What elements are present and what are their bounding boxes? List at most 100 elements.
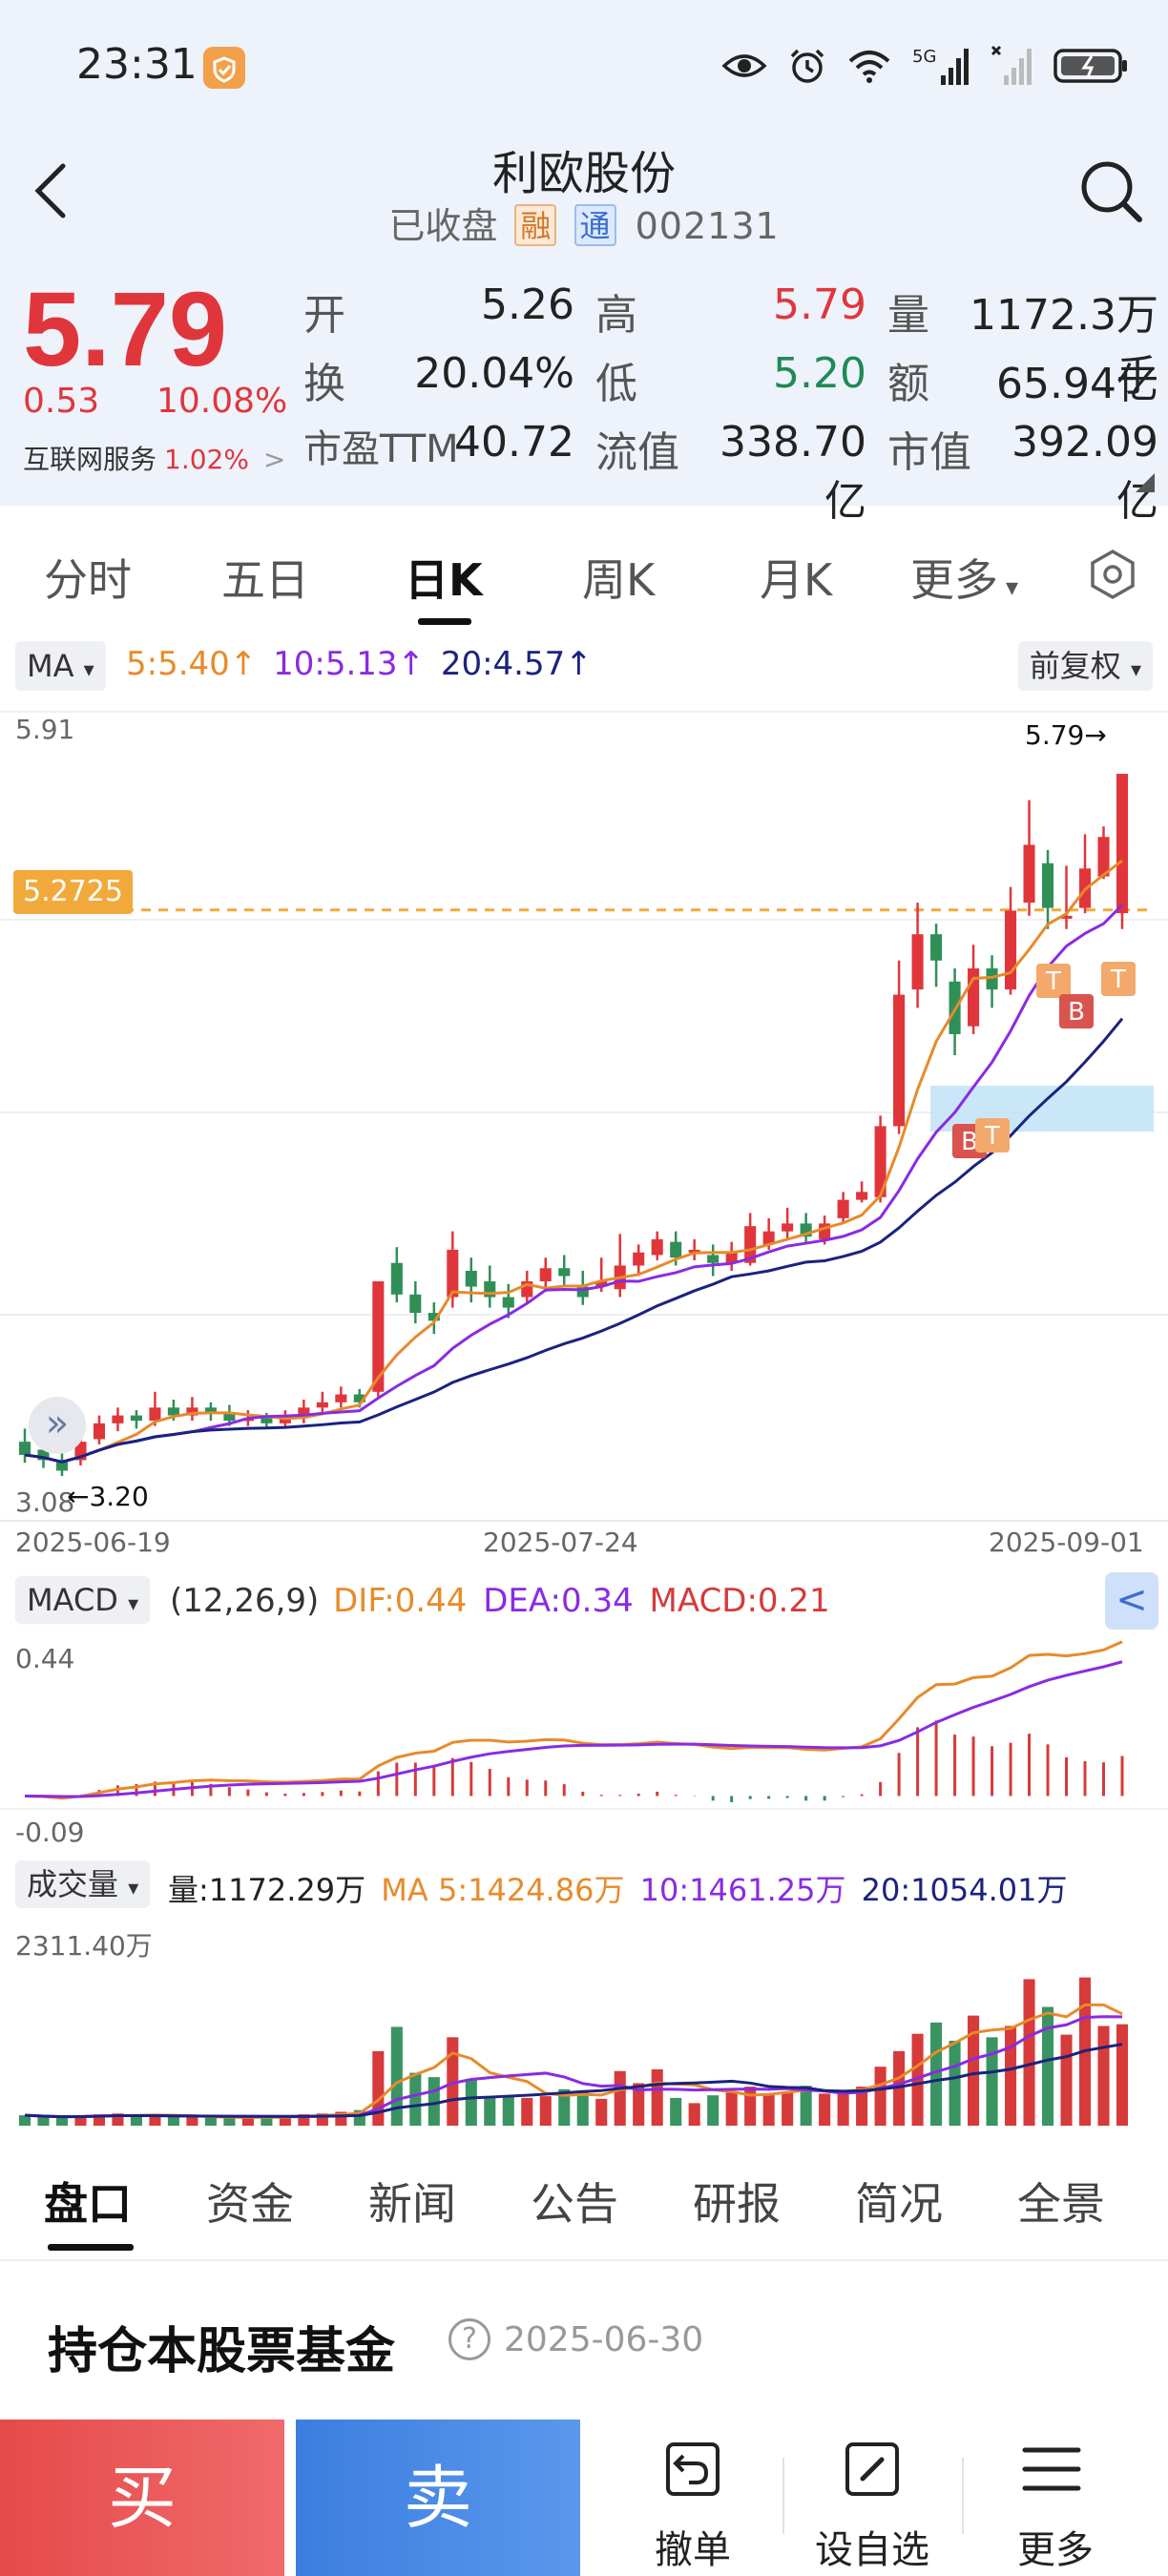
- tab-news-label: 新闻: [368, 2178, 456, 2230]
- tab-announcements[interactable]: 公告: [531, 2170, 618, 2233]
- volume-bar: [930, 2022, 943, 2126]
- candle-body: [1116, 774, 1129, 914]
- add-watchlist-label: 设自选: [815, 2528, 929, 2572]
- candle-body: [353, 1394, 365, 1402]
- buy-button[interactable]: 买: [0, 2420, 284, 2576]
- volume-bar: [409, 2072, 422, 2126]
- volume-bar: [484, 2097, 496, 2126]
- tab-announcements-label: 公告: [531, 2178, 618, 2230]
- volume-bar: [55, 2117, 69, 2126]
- tab-fund-flow[interactable]: 资金: [206, 2170, 294, 2233]
- volume-bar: [782, 2091, 794, 2126]
- volume-bar: [18, 2115, 31, 2126]
- volume-bar: [521, 2097, 533, 2126]
- sector-pct: 1.02%: [164, 444, 249, 475]
- volume-bar: [911, 2033, 924, 2126]
- ma20-value: 20:4.57↑: [440, 645, 593, 683]
- cancel-order-button[interactable]: 撤单: [607, 2420, 779, 2576]
- volume-bar: [372, 2050, 385, 2126]
- volume-bar: [670, 2097, 682, 2126]
- volume-axis-top: 2311.40万: [15, 1930, 153, 1962]
- candle-body: [762, 1231, 775, 1245]
- tab-profile-label: 简况: [855, 2178, 943, 2230]
- tab-daily-k[interactable]: 日K: [405, 554, 483, 606]
- volume-bar: [93, 2114, 106, 2126]
- tab-order-book[interactable]: 盘口: [44, 2170, 132, 2233]
- holding-funds-title: 持仓本股票基金: [48, 2323, 396, 2380]
- alarm-icon: [790, 49, 824, 83]
- chart-settings-button[interactable]: [1086, 548, 1139, 601]
- search-button[interactable]: [1073, 153, 1149, 229]
- active-detail-tab-indicator: [48, 2244, 134, 2251]
- macd-legend: (12,26,9) DIF:0.44 DEA:0.34 MACD:0.21: [170, 1582, 830, 1620]
- candle-body: [447, 1249, 459, 1298]
- tab-weekly-k[interactable]: 周K: [582, 554, 656, 606]
- signal-weak-icon: [991, 45, 1032, 85]
- trade-marker-t: [1036, 964, 1071, 998]
- tab-monthly-k[interactable]: 月K: [760, 554, 833, 606]
- candle-body: [130, 1415, 142, 1422]
- candle-body: [502, 1297, 514, 1308]
- expand-quote-icon[interactable]: [1136, 473, 1155, 492]
- search-icon: [1081, 161, 1142, 222]
- volume-bar: [130, 2115, 142, 2126]
- tab-research-label: 研报: [693, 2178, 781, 2230]
- candle-body: [204, 1407, 217, 1413]
- volume-bar: [651, 2068, 663, 2126]
- tab-overview[interactable]: 全景: [1017, 2170, 1105, 2233]
- status-icons: 5G: [721, 42, 1130, 90]
- collapse-panel-button[interactable]: <: [1105, 1572, 1158, 1630]
- trade-action-bar: 买 卖 撤单 设自选 更多: [0, 2420, 1168, 2576]
- ma-select-label: MA: [27, 648, 74, 684]
- volume-value: 1172.3万手: [970, 291, 1158, 401]
- candle-body: [1041, 862, 1054, 908]
- volume-bar: [874, 2067, 886, 2126]
- sell-button[interactable]: 卖: [296, 2420, 580, 2576]
- candle-body: [465, 1270, 477, 1287]
- turnover-label: 换: [303, 360, 345, 408]
- tab-five-day[interactable]: 五日: [221, 554, 309, 606]
- more-actions-button[interactable]: 更多: [966, 2420, 1145, 2576]
- volume-bar: [633, 2083, 645, 2126]
- expand-chart-button[interactable]: »: [29, 1397, 86, 1454]
- help-icon[interactable]: ?: [448, 2318, 490, 2360]
- pe-label: 市盈TTM: [303, 427, 459, 471]
- volume-bar: [1023, 1979, 1035, 2126]
- back-button[interactable]: [19, 153, 86, 229]
- ma-legend: 5:5.40↑ 10:5.13↑ 20:4.57↑: [126, 645, 593, 683]
- volume-ma20: 20:1054.01万: [861, 1872, 1068, 1908]
- pe-value: 40.72: [454, 418, 574, 467]
- tab-research[interactable]: 研报: [693, 2170, 781, 2233]
- date-mid: 2025-07-24: [483, 1527, 638, 1558]
- ma5-value: 5:5.40↑: [126, 645, 258, 683]
- candle-body: [856, 1192, 868, 1200]
- dea-line: [24, 1660, 1123, 1798]
- indicator-select-volume[interactable]: 成交量 ▾: [15, 1860, 151, 1908]
- tab-profile[interactable]: 简况: [855, 2170, 943, 2233]
- candle-body: [744, 1226, 757, 1263]
- float-cap-value: 338.70亿: [720, 418, 866, 526]
- sector-link[interactable]: 互联网服务 1.02% >: [23, 439, 285, 477]
- tab-news[interactable]: 新闻: [368, 2170, 456, 2233]
- price-change-pct: 10.08%: [156, 382, 288, 421]
- candle-body: [595, 1281, 608, 1287]
- volume-bar: [576, 2092, 589, 2126]
- candle-body: [633, 1252, 645, 1266]
- amount-value: 65.94亿: [996, 360, 1158, 408]
- trade-marker-t: [1101, 962, 1136, 996]
- volume-bar: [279, 2116, 291, 2126]
- indicator-select-ma[interactable]: MA ▾: [15, 641, 106, 691]
- macd-params: (12,26,9): [170, 1582, 320, 1620]
- indicator-select-macd[interactable]: MACD ▾: [15, 1576, 151, 1624]
- candle-body: [1097, 837, 1110, 877]
- add-watchlist-button[interactable]: 设自选: [786, 2420, 958, 2576]
- candle-body: [651, 1238, 663, 1256]
- tab-intraday[interactable]: 分时: [44, 554, 132, 606]
- market-state: 已收盘: [388, 205, 498, 247]
- adjust-select[interactable]: 前复权 ▾: [1017, 641, 1153, 691]
- price-change: 0.53: [23, 382, 100, 421]
- volume-legend: 量:1172.29万 MA 5:1424.86万 10:1461.25万 20:…: [168, 1866, 1067, 1910]
- candle-body: [298, 1407, 310, 1419]
- tab-more[interactable]: 更多 ▾: [910, 546, 1018, 609]
